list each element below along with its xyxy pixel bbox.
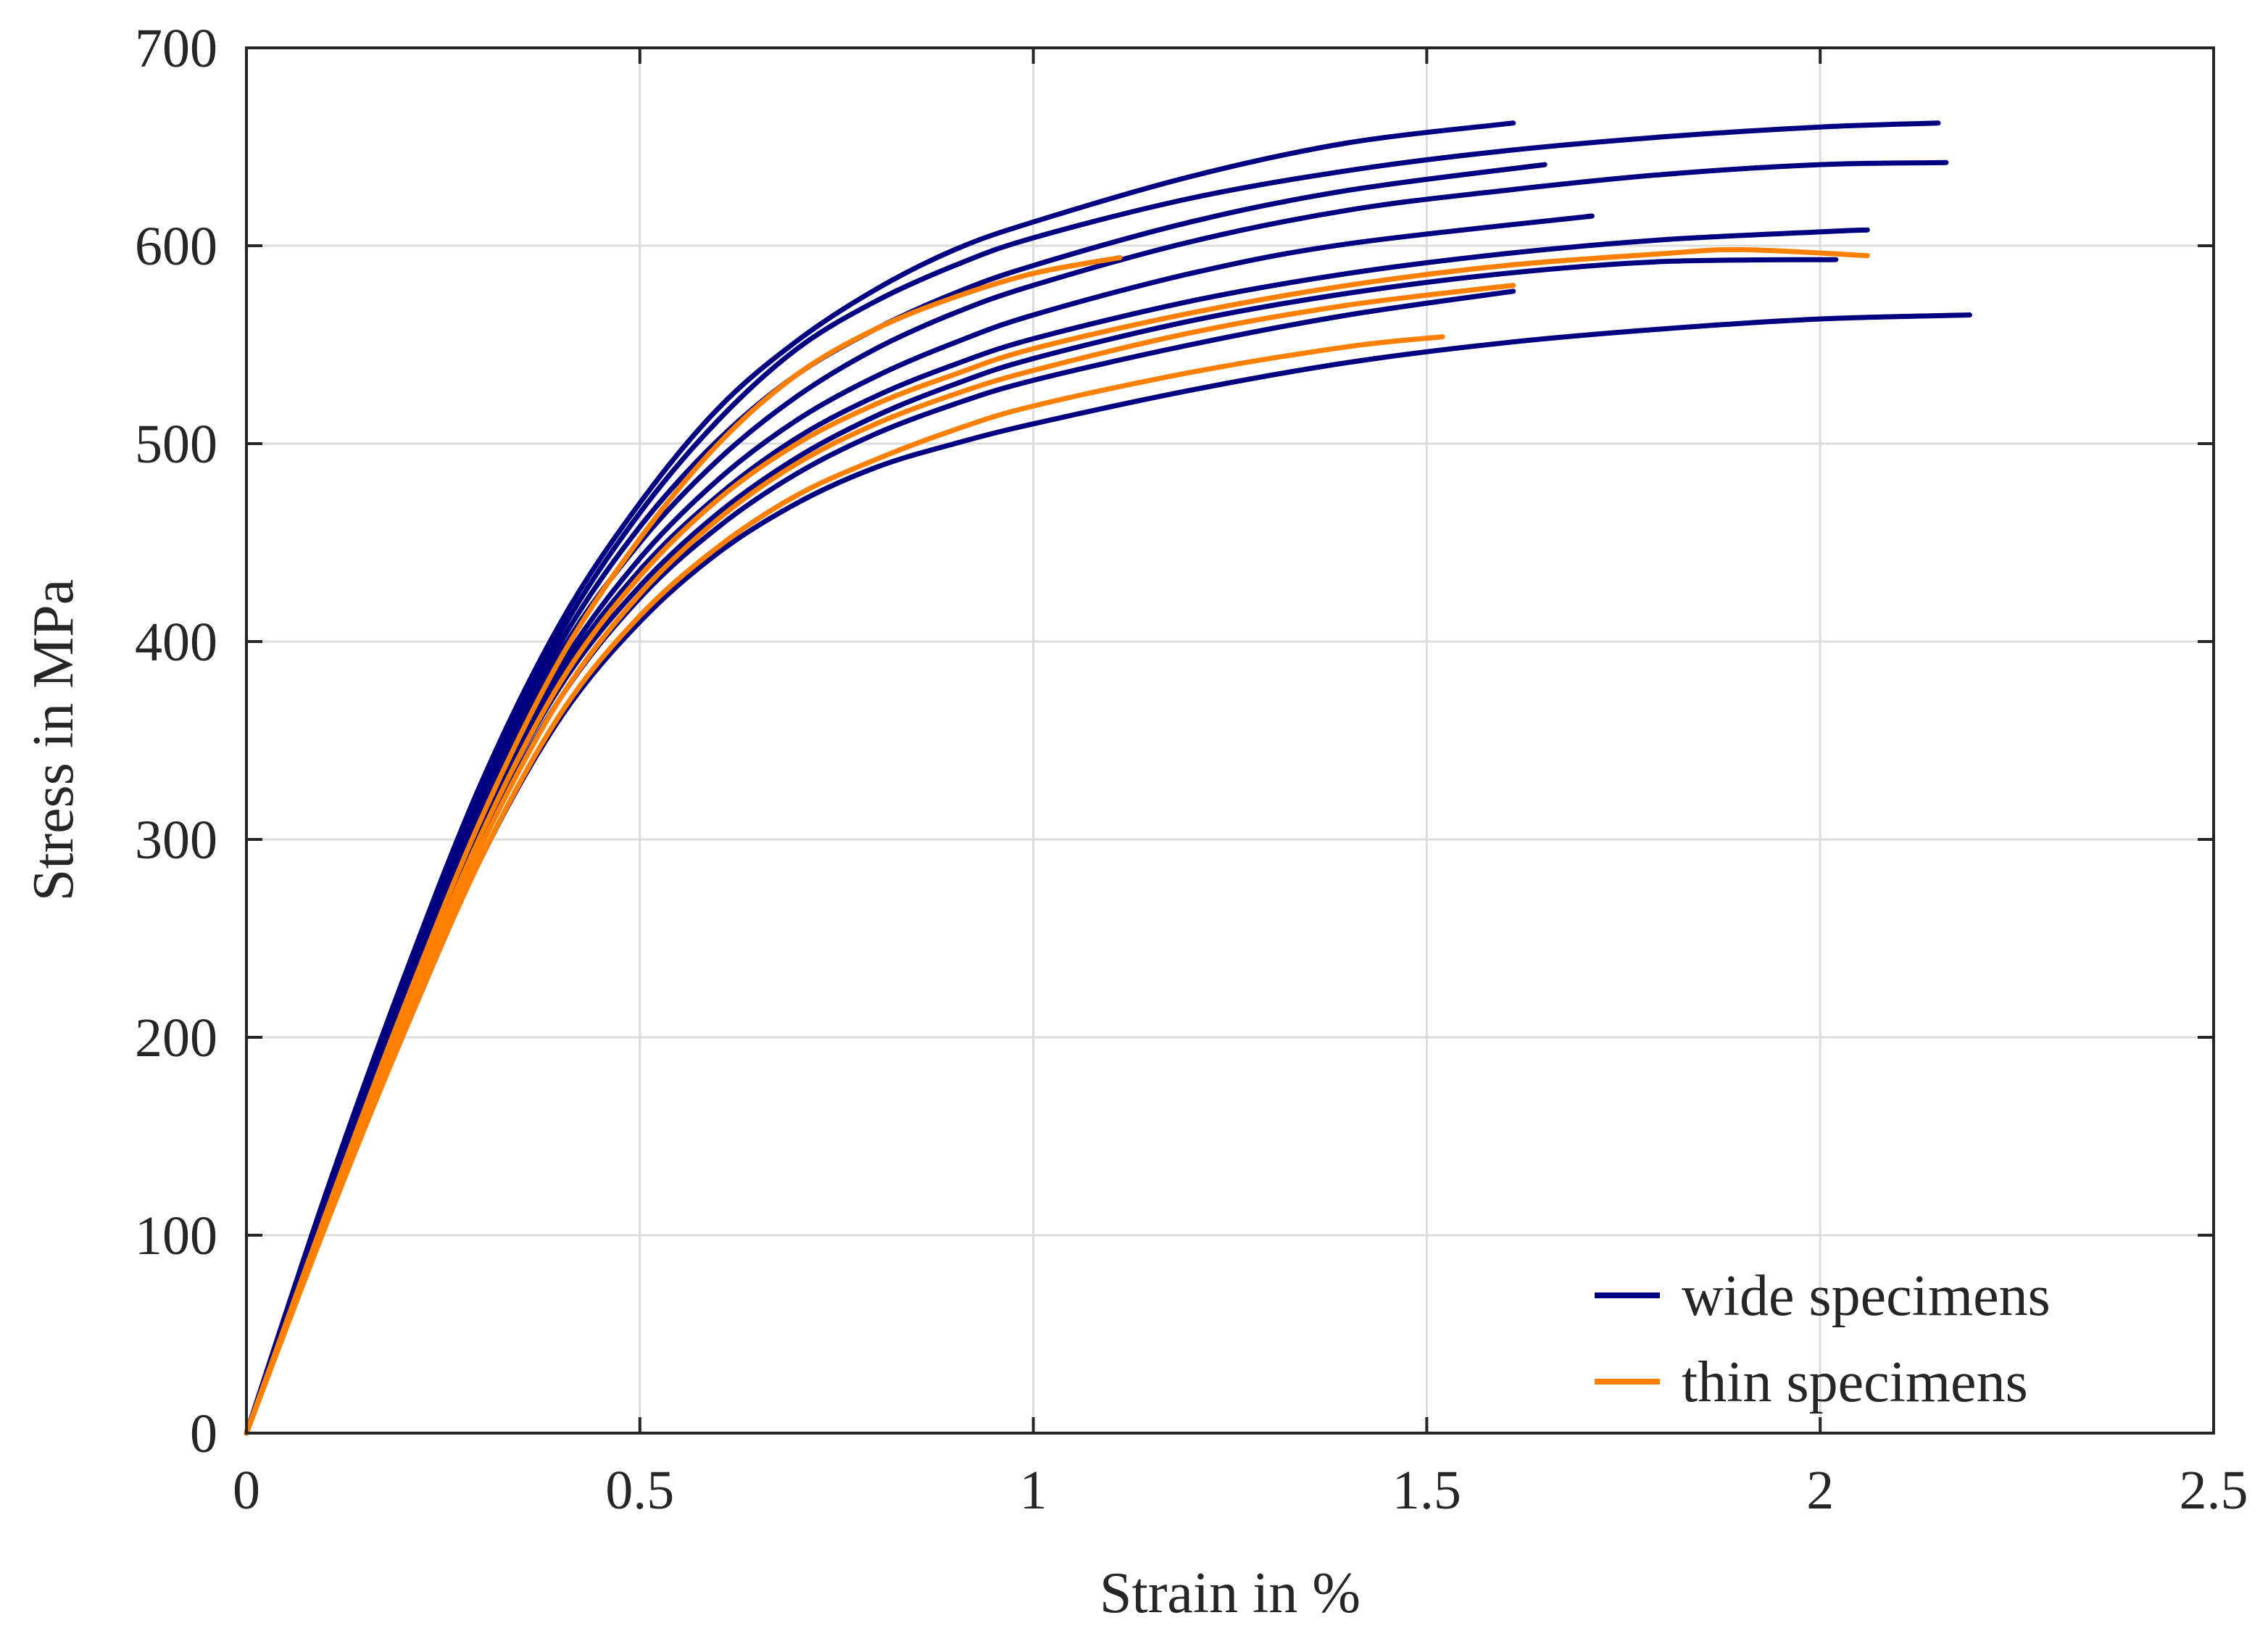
y-tick-label: 500	[135, 414, 217, 475]
x-tick-label: 0	[233, 1460, 260, 1521]
legend: wide specimens thin specimens	[1595, 1264, 2051, 1414]
series-line-thin	[244, 334, 1445, 1436]
legend-label-thin: thin specimens	[1682, 1350, 2028, 1414]
data-series	[244, 120, 1972, 1436]
x-axis-label: Strain in %	[1100, 1561, 1361, 1625]
plot-frame	[245, 46, 2215, 1435]
x-tick-label: 1	[1020, 1460, 1047, 1521]
y-axis-label: Stress in MPa	[22, 579, 86, 902]
series-line-thin	[244, 283, 1516, 1436]
y-tick-label: 600	[135, 216, 217, 277]
y-tick-label: 100	[135, 1205, 217, 1266]
x-tick-label: 1.5	[1392, 1460, 1461, 1521]
series-line-thin	[244, 246, 1870, 1436]
x-tick-label: 2.5	[2180, 1460, 2248, 1521]
x-tick-label: 0.5	[605, 1460, 674, 1521]
tick-labels: 0 0.5 1 1.5 2 2.5 0 100 200 300 400 500 600 700	[135, 18, 2248, 1521]
axis-ticks	[245, 46, 2215, 1435]
y-tick-label: 400	[135, 612, 217, 673]
y-tick-label: 700	[135, 18, 217, 79]
series-line-wide	[244, 162, 1548, 1436]
x-tick-label: 2	[1806, 1460, 1834, 1521]
y-tick-label: 0	[190, 1403, 217, 1464]
y-tick-label: 200	[135, 1008, 217, 1068]
legend-label-wide: wide specimens	[1682, 1264, 2051, 1328]
y-tick-label: 300	[135, 810, 217, 871]
series-line-wide	[244, 120, 1516, 1436]
